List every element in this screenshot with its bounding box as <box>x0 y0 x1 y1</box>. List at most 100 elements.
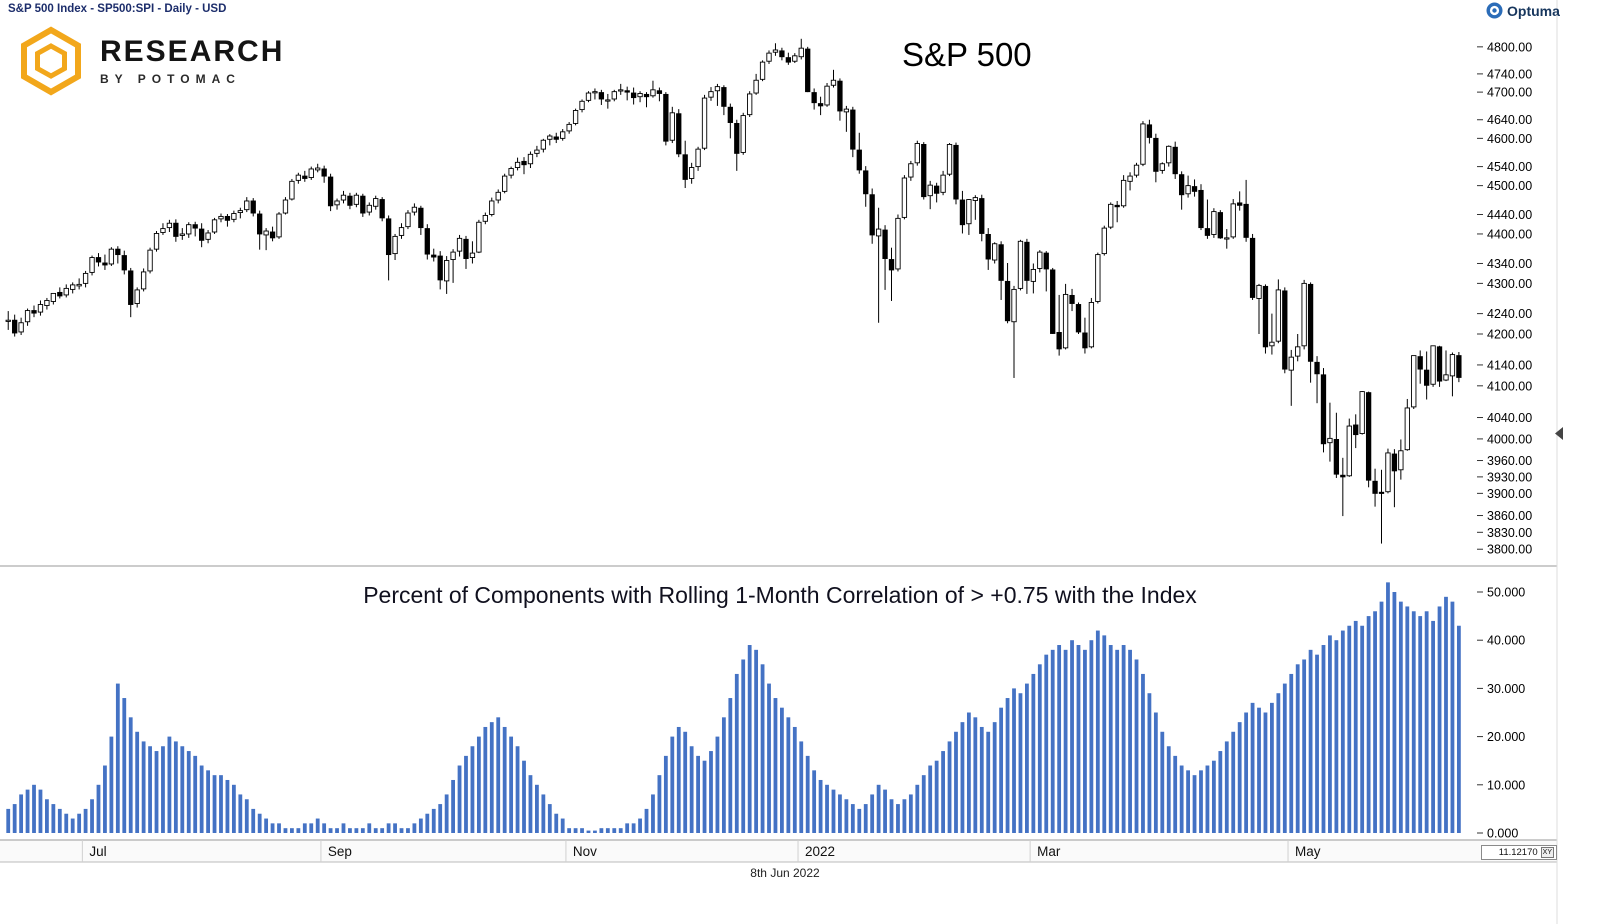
correlation-bar <box>915 784 920 833</box>
candle-body <box>1365 392 1372 481</box>
candle-body <box>1346 425 1352 477</box>
price-axis-label: 4600.00 <box>1487 132 1532 146</box>
correlation-bar <box>322 823 327 833</box>
candle-body <box>269 231 276 239</box>
correlation-bar <box>1076 645 1081 833</box>
research-logo-text: RESEARCH BY POTOMAC <box>100 36 284 86</box>
candle-body <box>1191 186 1198 192</box>
percent-axis[interactable]: 50.000 40.000 30.000 20.000 10.000 0.000 <box>1477 586 1525 841</box>
correlation-bar <box>670 736 675 833</box>
correlation-bar <box>889 799 894 833</box>
candle-body <box>972 197 978 201</box>
correlation-bar <box>857 808 862 833</box>
correlation-bar <box>799 741 804 833</box>
candle-body <box>1275 289 1282 342</box>
correlation-bar <box>651 794 655 833</box>
candle-body <box>1378 491 1385 494</box>
candle-body <box>70 284 76 290</box>
candle-body <box>405 212 411 228</box>
correlation-bar <box>850 804 855 833</box>
candle-body <box>1088 302 1095 348</box>
correlation-bar <box>741 659 746 833</box>
candle-body <box>850 109 856 150</box>
candle-body <box>734 123 740 154</box>
price-axis-label: 4000.00 <box>1487 432 1532 446</box>
correlation-bar <box>986 731 991 833</box>
correlation-bar <box>1160 731 1165 833</box>
candle-body <box>198 228 205 241</box>
candle-body <box>1017 240 1024 289</box>
candle-body <box>1237 202 1243 206</box>
candle-body <box>747 93 753 116</box>
candle-body <box>244 200 250 211</box>
correlation-bar <box>1095 630 1100 833</box>
candle-body <box>489 200 495 215</box>
candle-body <box>353 194 360 205</box>
correlation-bar <box>444 794 449 833</box>
correlation-bar <box>528 775 533 833</box>
candle-body <box>1320 374 1327 445</box>
candle-body <box>63 287 69 296</box>
correlation-bar <box>1012 688 1016 833</box>
date-axis-label: Mar <box>1037 844 1061 859</box>
correlation-bar <box>870 794 875 833</box>
correlation-bar <box>747 645 752 833</box>
correlation-bar <box>238 794 243 833</box>
candle-body <box>192 224 198 229</box>
correlation-bar <box>702 760 707 833</box>
candle-body <box>321 168 327 177</box>
correlation-bar <box>412 823 417 833</box>
candle-body <box>611 91 617 100</box>
correlation-bar <box>844 799 849 833</box>
candle-body <box>373 198 379 207</box>
correlation-bar <box>206 770 210 833</box>
price-axis[interactable]: 4800.00 4740.00 4700.00 4640.00 4600.00 4540.… <box>1477 40 1532 557</box>
candle-body <box>5 319 11 322</box>
candle-body <box>1417 356 1423 370</box>
candle-body <box>398 227 405 236</box>
candle-body <box>1372 480 1378 494</box>
correlation-bar <box>309 823 314 833</box>
correlation-bar <box>1250 702 1255 833</box>
correlation-bar <box>1379 601 1384 833</box>
candle-body <box>798 47 804 58</box>
candle-body <box>173 222 179 237</box>
panel-collapse-arrow[interactable] <box>1555 427 1563 440</box>
candle-body <box>495 191 501 201</box>
scale-indicator[interactable]: 11.12170 XY <box>1481 845 1557 860</box>
correlation-bar <box>805 755 810 833</box>
price-axis-label: 4740.00 <box>1487 67 1532 81</box>
correlation-bar <box>625 823 630 833</box>
correlation-bar <box>438 804 443 833</box>
correlation-bar <box>1192 775 1197 833</box>
correlation-bar <box>1398 601 1403 833</box>
research-logo: RESEARCH BY POTOMAC <box>16 24 284 98</box>
candle-body <box>1301 282 1307 347</box>
correlation-bar <box>1141 673 1145 833</box>
correlation-bar <box>560 818 565 833</box>
correlation-bar <box>277 823 281 833</box>
candle-body <box>1114 204 1120 208</box>
correlation-bar <box>567 828 572 833</box>
candlestick-series <box>5 38 1462 544</box>
candle-body <box>946 144 953 175</box>
correlation-bar <box>122 698 127 833</box>
correlation-bar <box>1386 582 1390 833</box>
correlation-bar <box>1373 611 1377 833</box>
price-axis-label: 3860.00 <box>1487 509 1532 523</box>
candle-body <box>663 93 669 142</box>
candle-body <box>469 252 476 258</box>
candle-body <box>1185 185 1191 195</box>
correlation-bars <box>6 582 1461 833</box>
correlation-bar <box>734 673 739 833</box>
candle-body <box>830 79 837 86</box>
candle-body <box>624 90 630 93</box>
price-axis-label: 4240.00 <box>1487 307 1532 321</box>
correlation-bar <box>947 741 952 833</box>
candle-body <box>643 93 650 98</box>
candle-body <box>514 161 521 168</box>
correlation-bar <box>515 746 520 833</box>
date-axis[interactable]: Jul Sep Nov 2022 Mar May <box>81 840 1321 862</box>
optuma-logo: Optuma <box>1486 2 1560 19</box>
